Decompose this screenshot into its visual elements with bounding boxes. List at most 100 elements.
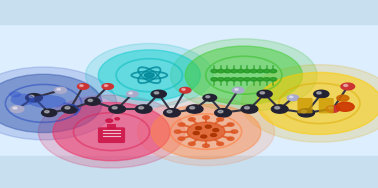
Circle shape — [182, 89, 185, 90]
Circle shape — [217, 78, 224, 81]
Circle shape — [187, 122, 225, 141]
FancyBboxPatch shape — [98, 127, 125, 143]
Bar — [0, 156, 378, 188]
Circle shape — [290, 96, 293, 98]
Circle shape — [54, 87, 67, 93]
Bar — [107, 124, 116, 129]
Circle shape — [203, 144, 209, 147]
Circle shape — [138, 98, 274, 166]
Circle shape — [85, 98, 100, 105]
Circle shape — [250, 78, 257, 81]
Circle shape — [195, 127, 201, 130]
Circle shape — [244, 78, 251, 81]
Circle shape — [257, 69, 263, 73]
Circle shape — [57, 88, 60, 90]
Circle shape — [263, 78, 270, 81]
Circle shape — [250, 69, 257, 73]
Circle shape — [180, 87, 191, 93]
Circle shape — [336, 102, 354, 111]
Circle shape — [206, 96, 210, 98]
Circle shape — [344, 84, 348, 86]
Circle shape — [211, 69, 218, 73]
Circle shape — [98, 50, 200, 101]
Circle shape — [224, 69, 231, 73]
Circle shape — [257, 78, 263, 81]
Circle shape — [26, 94, 42, 102]
Circle shape — [237, 78, 244, 81]
Circle shape — [245, 107, 249, 109]
Circle shape — [185, 46, 302, 104]
Circle shape — [326, 106, 339, 112]
Circle shape — [85, 43, 213, 107]
Circle shape — [235, 89, 238, 90]
Circle shape — [205, 125, 211, 128]
Circle shape — [80, 85, 83, 86]
Circle shape — [287, 95, 299, 101]
Circle shape — [29, 95, 34, 98]
Circle shape — [88, 99, 93, 102]
Circle shape — [139, 107, 144, 109]
Circle shape — [109, 105, 125, 113]
Circle shape — [227, 137, 234, 140]
Circle shape — [227, 123, 234, 126]
Circle shape — [270, 69, 277, 73]
Circle shape — [151, 104, 261, 159]
Circle shape — [217, 142, 223, 146]
Circle shape — [13, 107, 17, 109]
Circle shape — [211, 133, 217, 136]
Circle shape — [104, 85, 108, 86]
Circle shape — [189, 118, 195, 121]
Circle shape — [178, 123, 185, 126]
Circle shape — [231, 69, 237, 73]
Circle shape — [263, 69, 270, 73]
Circle shape — [186, 105, 203, 113]
Circle shape — [217, 69, 224, 73]
Circle shape — [154, 92, 159, 94]
Circle shape — [144, 73, 154, 78]
Circle shape — [10, 106, 24, 112]
Circle shape — [11, 94, 35, 106]
Circle shape — [42, 109, 57, 117]
FancyBboxPatch shape — [297, 98, 313, 113]
Circle shape — [65, 107, 70, 109]
Circle shape — [218, 110, 223, 113]
Circle shape — [211, 78, 218, 81]
Circle shape — [0, 67, 117, 140]
Circle shape — [217, 118, 223, 121]
Circle shape — [174, 130, 181, 133]
Circle shape — [317, 92, 321, 94]
Circle shape — [178, 137, 185, 140]
Circle shape — [328, 107, 333, 109]
Circle shape — [164, 109, 180, 117]
Circle shape — [237, 69, 244, 73]
Circle shape — [257, 72, 378, 134]
Circle shape — [151, 90, 166, 98]
Circle shape — [337, 95, 349, 101]
Circle shape — [298, 109, 314, 117]
Circle shape — [275, 107, 280, 109]
Circle shape — [170, 39, 317, 112]
Circle shape — [102, 84, 113, 89]
Circle shape — [189, 142, 195, 146]
Circle shape — [341, 83, 355, 90]
Circle shape — [260, 92, 265, 94]
Circle shape — [257, 90, 272, 98]
Circle shape — [270, 78, 277, 81]
Circle shape — [232, 87, 244, 93]
Ellipse shape — [28, 95, 66, 108]
Circle shape — [215, 109, 231, 117]
Circle shape — [62, 105, 78, 113]
Circle shape — [53, 102, 170, 161]
Circle shape — [0, 74, 102, 133]
Circle shape — [106, 119, 113, 122]
Circle shape — [193, 132, 199, 135]
Circle shape — [77, 84, 89, 89]
Circle shape — [224, 78, 231, 81]
Circle shape — [213, 129, 219, 132]
Circle shape — [45, 111, 49, 113]
Circle shape — [203, 116, 209, 119]
Circle shape — [244, 69, 251, 73]
Circle shape — [271, 105, 288, 113]
Circle shape — [242, 65, 378, 142]
Circle shape — [129, 92, 132, 94]
